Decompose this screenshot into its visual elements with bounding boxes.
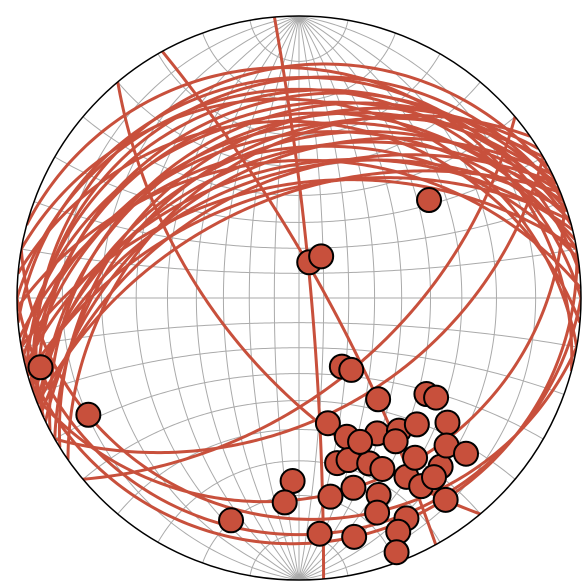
- plane-great-circle: [17, 119, 581, 324]
- plane-great-circle: [19, 248, 579, 521]
- plane-great-circle: [54, 156, 545, 455]
- pole: [340, 474, 367, 501]
- pole: [365, 386, 392, 413]
- poles: [27, 187, 480, 566]
- pole: [382, 428, 409, 455]
- pole: [341, 523, 368, 550]
- plane-great-circle: [19, 97, 579, 348]
- plane-great-circle: [32, 140, 565, 395]
- pole: [369, 455, 396, 482]
- pole: [434, 409, 461, 436]
- pole: [308, 243, 335, 270]
- pole: [75, 401, 102, 428]
- pole: [403, 411, 430, 438]
- primitive-circle: [16, 15, 582, 581]
- pole: [338, 356, 365, 383]
- grid-small-circle: [82, 400, 516, 480]
- planes: [17, 16, 581, 579]
- plane-great-circle: [36, 169, 561, 405]
- pole: [27, 354, 54, 381]
- plane-great-circle: [18, 144, 580, 338]
- plane-great-circle: [39, 153, 558, 414]
- pole: [347, 428, 374, 455]
- grid-small-circle: [157, 460, 441, 543]
- pole: [271, 489, 298, 516]
- pole: [218, 507, 245, 534]
- pole: [383, 539, 410, 566]
- grid-small-circle: [21, 322, 577, 348]
- pole: [453, 440, 480, 467]
- plane-great-circle: [25, 66, 574, 372]
- grid-small-circle: [249, 20, 349, 62]
- plane-great-circle: [32, 201, 566, 504]
- plane-great-circle: [66, 113, 531, 460]
- pole: [314, 410, 341, 437]
- pole: [423, 384, 450, 411]
- plane-great-circle: [26, 176, 571, 377]
- grid-small-circle: [33, 347, 565, 395]
- plane-great-circle: [272, 16, 326, 579]
- pole: [420, 464, 447, 491]
- pole: [402, 444, 429, 471]
- pole: [317, 483, 344, 510]
- pole: [432, 486, 459, 513]
- plane-great-circle: [57, 106, 539, 448]
- pole: [416, 187, 443, 214]
- pole: [364, 499, 391, 526]
- pole: [306, 520, 333, 547]
